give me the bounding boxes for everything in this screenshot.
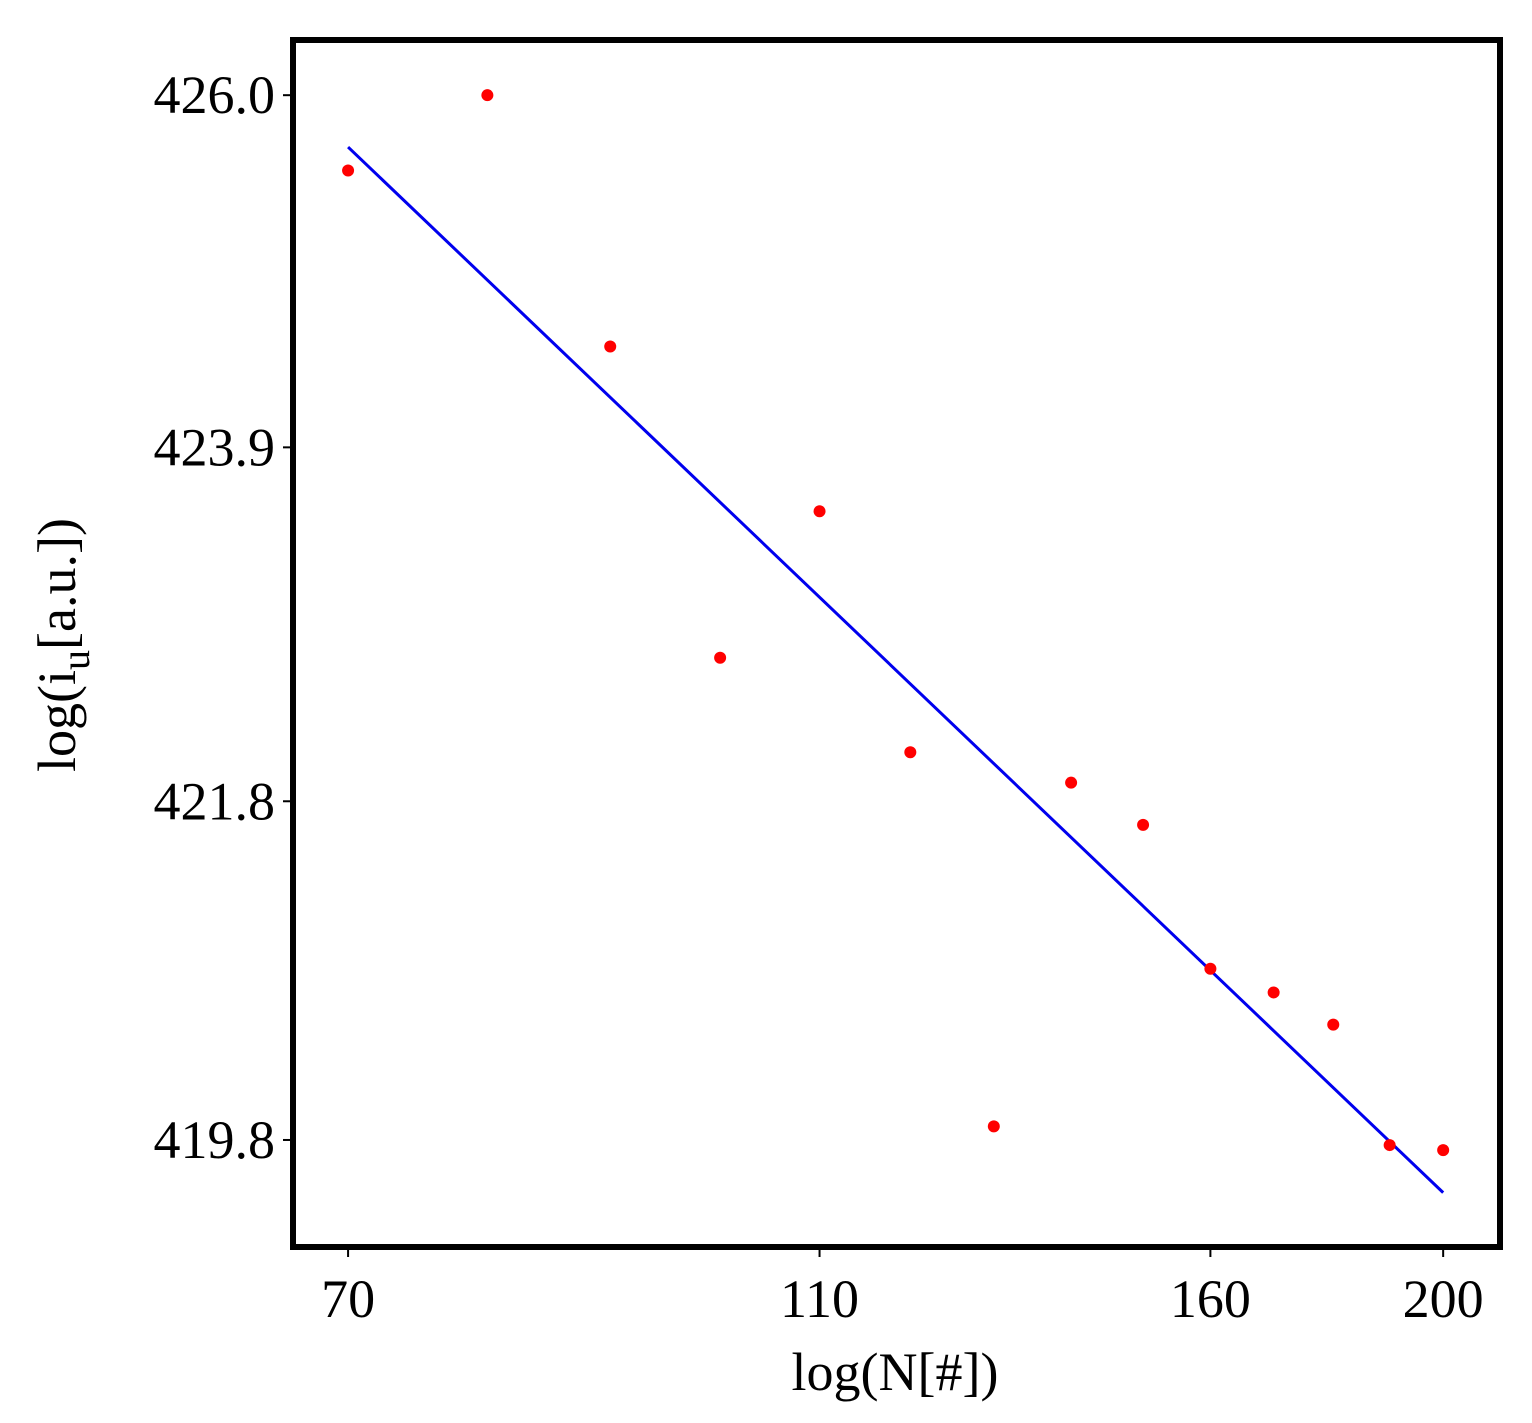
plot-frame [290, 37, 1503, 1250]
point [604, 340, 617, 353]
y-axis-label-subscript: u [53, 650, 98, 670]
point [1267, 986, 1280, 999]
y-tick-label: 419.8 [154, 1110, 276, 1170]
x-tick-label: 200 [1403, 1269, 1484, 1329]
point [481, 89, 494, 102]
point [1383, 1139, 1396, 1152]
x-tick-label: 70 [321, 1269, 375, 1329]
y-axis-label-part: [a.u.]) [27, 518, 87, 650]
fit-line [347, 145, 1445, 1194]
point [714, 651, 727, 664]
point [813, 505, 826, 518]
y-axis-label-part: log(i [27, 670, 87, 772]
point [987, 1120, 1000, 1133]
x-axis-label: log(N[#]) [792, 1342, 999, 1402]
point [1065, 776, 1078, 789]
point [1437, 1144, 1450, 1157]
y-axis-label: log(iu[a.u.]) [27, 518, 98, 772]
x-tick-label: 110 [780, 1269, 859, 1329]
y-tick-label: 421.8 [154, 771, 276, 831]
point [904, 746, 917, 759]
point [342, 164, 355, 177]
point [1204, 962, 1217, 975]
x-tick-label: 160 [1170, 1269, 1251, 1329]
y-tick-label: 426.0 [154, 65, 276, 125]
point [1327, 1018, 1340, 1031]
y-tick-label: 423.9 [154, 417, 276, 477]
point [1137, 818, 1150, 831]
